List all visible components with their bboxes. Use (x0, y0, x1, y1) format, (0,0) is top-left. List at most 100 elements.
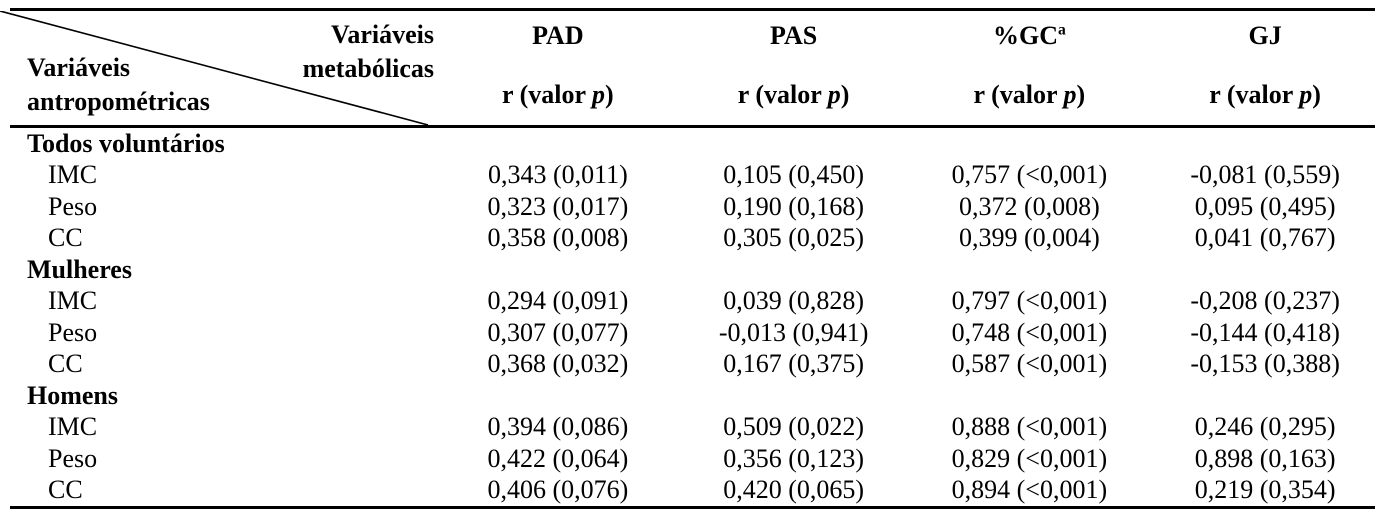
value-cell: 0,587 (<0,001) (951, 349, 1108, 379)
group-header-row: Mulheres (0, 254, 1383, 286)
anthropometric-variables-label: Variáveis antropométricas (27, 51, 210, 119)
column-header-pad: PAD r (valor p) (440, 11, 676, 125)
table-top-rule (10, 8, 1375, 11)
column-label-text: PAS (770, 21, 818, 50)
value-cell: 0,399 (0,004) (958, 223, 1100, 253)
value-cell: 0,888 (<0,001) (951, 412, 1108, 442)
data-row: CC 0,368 (0,032) 0,167 (0,375) 0,587 (<0… (0, 349, 1383, 381)
table-header-row: Variáveis metabólicas Variáveis antropom… (0, 11, 1383, 125)
corner-header-cell: Variáveis metabólicas Variáveis antropom… (0, 11, 440, 125)
value-cell: 0,509 (0,022) (723, 412, 865, 442)
data-row: CC 0,358 (0,008) 0,305 (0,025) 0,399 (0,… (0, 223, 1383, 255)
row-label: IMC (48, 286, 98, 316)
value-cell: -0,153 (0,388) (1190, 349, 1340, 379)
value-cell: 0,190 (0,168) (723, 191, 865, 221)
column-label-text: PAD (532, 21, 584, 50)
value-cell: 0,039 (0,828) (723, 286, 865, 316)
column-header-gj: GJ r (valor p) (1147, 11, 1383, 125)
value-cell: 0,041 (0,767) (1194, 223, 1336, 253)
value-cell: 0,358 (0,008) (487, 223, 629, 253)
value-cell: 0,422 (0,064) (487, 443, 629, 473)
group-label: Mulheres (27, 254, 132, 284)
row-label: CC (48, 223, 83, 253)
value-cell: 0,757 (<0,001) (951, 160, 1108, 190)
value-cell: 0,323 (0,017) (487, 191, 629, 221)
subheader-prefix: r (valor (973, 80, 1064, 109)
value-cell: 0,219 (0,354) (1194, 475, 1336, 505)
table-bottom-rule (10, 506, 1375, 509)
column-subheader: r (valor p) (738, 80, 850, 110)
column-label: GJ (1249, 21, 1282, 51)
column-subheader: r (valor p) (974, 80, 1086, 110)
value-cell: -0,013 (0,941) (718, 317, 869, 347)
value-cell: 0,797 (<0,001) (951, 286, 1108, 316)
data-row: IMC 0,294 (0,091) 0,039 (0,828) 0,797 (<… (0, 286, 1383, 318)
column-subheader: r (valor p) (502, 80, 614, 110)
column-header-pas: PAS r (valor p) (676, 11, 912, 125)
subheader-suffix: ) (605, 80, 614, 109)
group-label: Todos voluntários (27, 128, 225, 158)
subheader-suffix: ) (1312, 80, 1321, 109)
value-cell: 0,307 (0,077) (487, 317, 629, 347)
subheader-prefix: r (valor (1209, 80, 1300, 109)
value-cell: 0,167 (0,375) (723, 349, 865, 379)
row-label: IMC (48, 412, 98, 442)
value-cell: 0,356 (0,123) (723, 443, 865, 473)
value-cell: 0,246 (0,295) (1194, 412, 1336, 442)
column-label-text: GJ (1248, 21, 1282, 50)
diagonal-divider-line (0, 11, 429, 125)
column-label-superscript: a (1057, 21, 1066, 39)
value-cell: -0,081 (0,559) (1190, 160, 1340, 190)
column-label: %GCa (993, 21, 1066, 51)
subheader-p-italic: p (1299, 80, 1313, 109)
metabolic-variables-label: Variáveis metabólicas (303, 18, 434, 86)
value-cell: -0,144 (0,418) (1190, 317, 1340, 347)
value-cell: 0,420 (0,065) (723, 475, 865, 505)
column-header-gc: %GCa r (valor p) (912, 11, 1148, 125)
row-label: CC (48, 349, 83, 379)
table-body: Todos voluntários IMC 0,343 (0,011) 0,10… (0, 128, 1383, 506)
row-label: CC (48, 475, 83, 505)
data-row: Peso 0,323 (0,017) 0,190 (0,168) 0,372 (… (0, 191, 1383, 223)
data-row: IMC 0,343 (0,011) 0,105 (0,450) 0,757 (<… (0, 160, 1383, 192)
data-row: Peso 0,307 (0,077) -0,013 (0,941) 0,748 … (0, 317, 1383, 349)
row-label: Peso (48, 191, 98, 221)
data-row: IMC 0,394 (0,086) 0,509 (0,022) 0,888 (<… (0, 412, 1383, 444)
subheader-p-italic: p (827, 80, 841, 109)
header-separator-rule (10, 125, 1375, 128)
subheader-p-italic: p (1063, 80, 1077, 109)
column-label-text: %GC (992, 21, 1058, 50)
group-header-row: Homens (0, 380, 1383, 412)
value-cell: 0,406 (0,076) (487, 475, 629, 505)
value-cell: 0,343 (0,011) (487, 160, 628, 190)
value-cell: 0,894 (<0,001) (951, 475, 1108, 505)
anthropometric-variables-line2: antropométricas (27, 87, 210, 116)
anthropometric-variables-line1: Variáveis (27, 53, 131, 82)
subheader-prefix: r (valor (737, 80, 828, 109)
column-label: PAS (770, 21, 817, 51)
subheader-suffix: ) (1076, 80, 1086, 109)
value-cell: 0,748 (<0,001) (951, 317, 1108, 347)
column-subheader: r (valor p) (1209, 80, 1321, 110)
value-cell: -0,208 (0,237) (1190, 286, 1340, 316)
value-cell: 0,095 (0,495) (1194, 191, 1336, 221)
subheader-suffix: ) (840, 80, 850, 109)
subheader-p-italic: p (592, 80, 606, 109)
value-cell: 0,368 (0,032) (487, 349, 629, 379)
metabolic-variables-line1: Variáveis (330, 20, 434, 49)
value-cell: 0,898 (0,163) (1194, 443, 1336, 473)
group-label: Homens (27, 380, 118, 410)
value-cell: 0,829 (<0,001) (951, 443, 1108, 473)
metabolic-variables-line2: metabólicas (302, 54, 434, 83)
value-cell: 0,305 (0,025) (723, 223, 865, 253)
value-cell: 0,105 (0,450) (723, 160, 865, 190)
value-cell: 0,294 (0,091) (487, 286, 629, 316)
data-row: CC 0,406 (0,076) 0,420 (0,065) 0,894 (<0… (0, 475, 1383, 507)
row-label: Peso (48, 443, 98, 473)
row-label: IMC (48, 160, 98, 190)
data-row: Peso 0,422 (0,064) 0,356 (0,123) 0,829 (… (0, 443, 1383, 475)
subheader-prefix: r (valor (502, 80, 593, 109)
row-label: Peso (48, 317, 98, 347)
value-cell: 0,372 (0,008) (958, 191, 1100, 221)
